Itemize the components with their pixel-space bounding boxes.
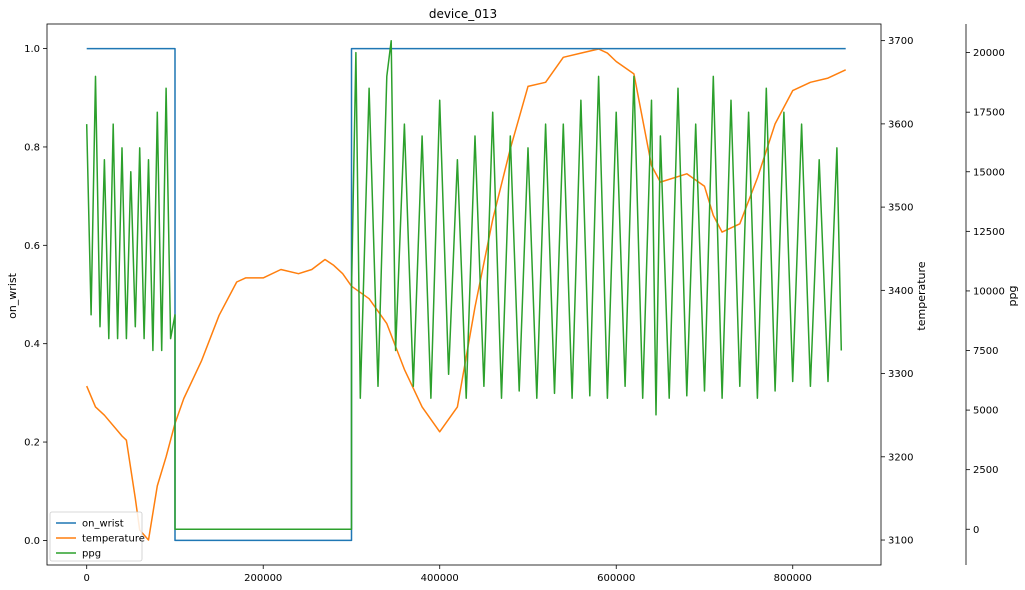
y-tick-label-ppg: 15000 <box>973 167 1005 178</box>
y-tick-label-right: 3500 <box>888 203 913 214</box>
y-tick-label-ppg: 20000 <box>973 48 1005 59</box>
plot-area <box>85 39 847 542</box>
y-tick-label-ppg: 10000 <box>973 286 1005 297</box>
x-tick-label: 200000 <box>244 573 282 584</box>
legend-box <box>49 511 143 562</box>
y-tick-label-right: 3200 <box>888 452 913 463</box>
chart-title: device_013 <box>429 7 497 21</box>
y-tick-label-right: 3600 <box>888 119 913 130</box>
legend-label-temperature: temperature <box>82 534 145 545</box>
y-tick-label-left: 0.0 <box>24 536 40 547</box>
y-tick-label-right: 3300 <box>888 369 913 380</box>
legend-label-on-wrist: on_wrist <box>82 519 124 530</box>
legend-label-ppg: ppg <box>82 549 101 560</box>
y-tick-label-right: 3700 <box>888 36 913 47</box>
plot-frame <box>46 23 882 566</box>
series-line-ppg <box>85 39 843 531</box>
y-axis-label-right: temperature <box>915 261 928 330</box>
y-tick-label-ppg: 2500 <box>973 465 998 476</box>
y-tick-label-left: 1.0 <box>24 44 40 55</box>
y-axis-label-ppg: ppg <box>1006 286 1019 307</box>
y-tick-label-ppg: 12500 <box>973 227 1005 238</box>
y-tick-label-left: 0.8 <box>24 142 40 153</box>
x-tick-label: 400000 <box>421 573 459 584</box>
y-tick-label-right: 3100 <box>888 536 913 547</box>
x-tick-label: 800000 <box>774 573 812 584</box>
legend: on_wrist temperature ppg <box>49 511 145 562</box>
y-tick-label-left: 0.4 <box>24 339 40 350</box>
series-line-on-wrist <box>86 47 846 542</box>
y-tick-label-left: 0.6 <box>24 241 40 252</box>
series-line-temperature <box>86 48 847 541</box>
x-tick-label: 0 <box>84 573 90 584</box>
y-tick-label-ppg: 0 <box>973 525 979 536</box>
axes: 0 200000 400000 600000 8000000.00.20.40.60.8… <box>24 23 1005 584</box>
y-tick-label-right: 3400 <box>888 286 913 297</box>
y-tick-label-ppg: 17500 <box>973 108 1005 119</box>
y-tick-label-left: 0.2 <box>24 438 40 449</box>
x-tick-label: 600000 <box>597 573 635 584</box>
y-tick-label-ppg: 5000 <box>973 406 998 417</box>
y-axis-label-left: on_wrist <box>6 272 19 319</box>
y-tick-label-ppg: 7500 <box>973 346 998 357</box>
